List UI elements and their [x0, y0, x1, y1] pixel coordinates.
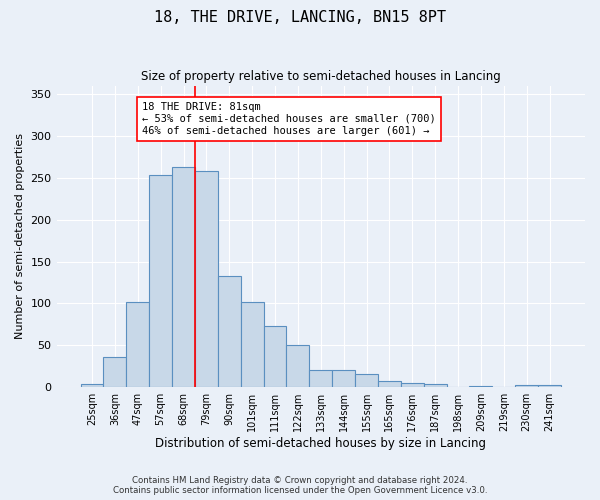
- Bar: [80, 384, 103, 387]
- Text: 18 THE DRIVE: 81sqm
← 53% of semi-detached houses are smaller (700)
46% of semi-: 18 THE DRIVE: 81sqm ← 53% of semi-detach…: [142, 102, 436, 136]
- Bar: [286, 346, 310, 387]
- Bar: [469, 386, 493, 387]
- Bar: [263, 326, 286, 387]
- Y-axis label: Number of semi-detached properties: Number of semi-detached properties: [15, 134, 25, 340]
- Bar: [195, 171, 218, 387]
- Text: 18, THE DRIVE, LANCING, BN15 8PT: 18, THE DRIVE, LANCING, BN15 8PT: [154, 10, 446, 25]
- Bar: [538, 384, 561, 387]
- Text: Contains HM Land Registry data © Crown copyright and database right 2024.
Contai: Contains HM Land Registry data © Crown c…: [113, 476, 487, 495]
- Bar: [149, 175, 172, 387]
- Bar: [218, 276, 241, 387]
- Bar: [310, 370, 332, 387]
- Bar: [424, 384, 446, 387]
- Bar: [515, 384, 538, 387]
- X-axis label: Distribution of semi-detached houses by size in Lancing: Distribution of semi-detached houses by …: [155, 437, 486, 450]
- Bar: [401, 383, 424, 387]
- Bar: [241, 302, 263, 387]
- Bar: [332, 370, 355, 387]
- Title: Size of property relative to semi-detached houses in Lancing: Size of property relative to semi-detach…: [141, 70, 500, 83]
- Bar: [172, 167, 195, 387]
- Bar: [378, 380, 401, 387]
- Bar: [127, 302, 149, 387]
- Bar: [103, 357, 127, 387]
- Bar: [355, 374, 378, 387]
